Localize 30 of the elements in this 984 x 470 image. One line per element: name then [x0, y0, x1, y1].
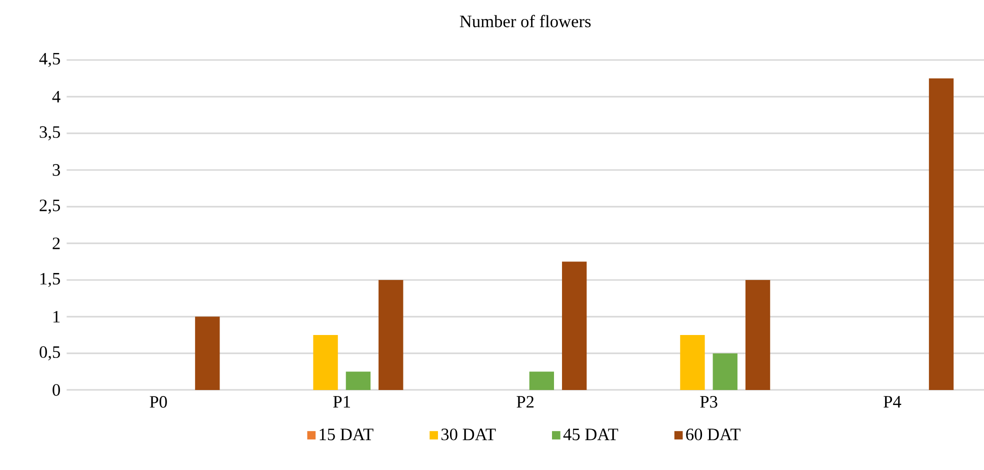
- bar: [928, 78, 954, 390]
- y-tick-label: 4,5: [39, 52, 60, 68]
- bar: [562, 262, 587, 390]
- bar: [313, 334, 338, 390]
- legend-label: 30 DAT: [441, 428, 496, 440]
- x-tick-label: P2: [516, 396, 534, 408]
- bar: [195, 316, 220, 390]
- x-tick-label: P1: [333, 396, 350, 408]
- legend-label: 45 DAT: [563, 428, 618, 440]
- chart-title: Number of flowers: [460, 14, 591, 28]
- bar: [529, 372, 554, 390]
- bar: [680, 334, 705, 390]
- y-tick-label: 2: [52, 238, 60, 250]
- y-tick-label: 2,5: [40, 200, 60, 214]
- bar: [745, 280, 770, 390]
- y-tick-label: 3: [52, 164, 60, 176]
- y-tick-label: 1,5: [40, 272, 60, 288]
- bar: [712, 353, 738, 390]
- legend-label: 15 DAT: [320, 428, 374, 440]
- bar: [378, 280, 404, 390]
- y-tick-label: 1: [53, 310, 60, 322]
- x-tick-label: P4: [884, 396, 902, 408]
- y-tick-label: 3,5: [40, 126, 60, 140]
- y-tick-label: 0: [52, 384, 60, 396]
- bar: [346, 372, 371, 390]
- x-tick-label: P0: [150, 396, 167, 408]
- y-tick-label: 4: [52, 90, 60, 102]
- legend-label: 60 DAT: [686, 428, 740, 440]
- x-tick-label: P3: [700, 396, 718, 408]
- y-tick-label: 0,5: [40, 346, 60, 360]
